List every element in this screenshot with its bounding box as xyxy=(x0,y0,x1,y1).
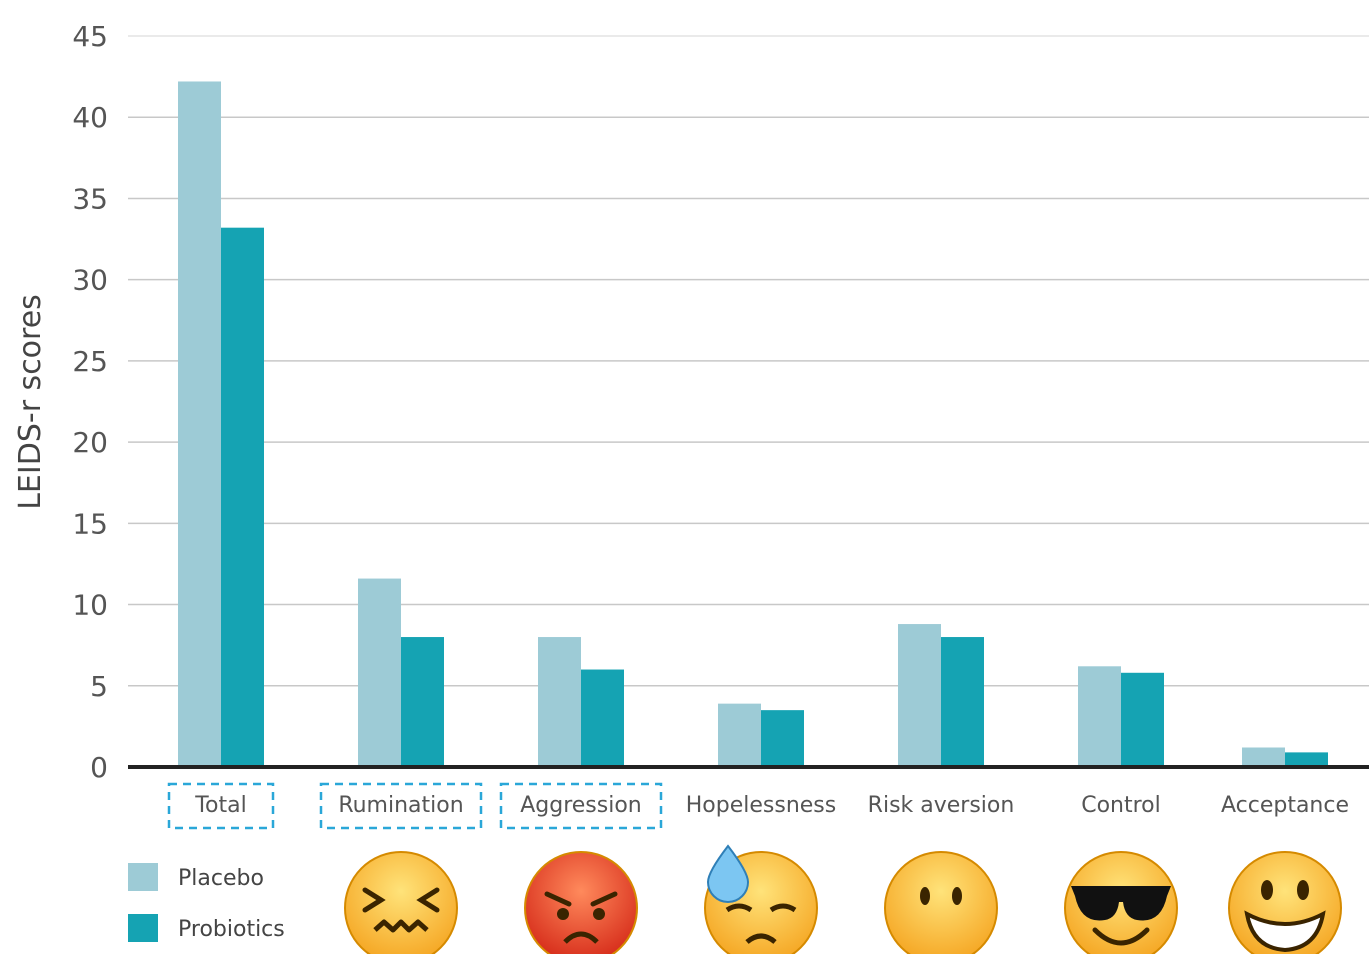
bar-probiotics-rumination xyxy=(401,637,444,767)
y-axis-ticks: 0 5 10 15 20 25 30 35 40 45 xyxy=(72,20,108,784)
y-tick-label: 40 xyxy=(72,101,108,134)
y-tick-label: 25 xyxy=(72,345,108,378)
bar-probiotics-aggression xyxy=(581,669,624,767)
y-tick-label: 5 xyxy=(90,670,108,703)
bar-probiotics-control xyxy=(1121,672,1164,767)
bar-probiotics-risk-aversion xyxy=(941,637,984,767)
highlight-box xyxy=(499,782,663,830)
y-tick-label: 30 xyxy=(72,264,108,297)
confounded-face-icon xyxy=(344,851,458,954)
category-label: Control xyxy=(1081,793,1161,818)
bar-placebo-hopelessness xyxy=(718,703,761,767)
legend-swatch xyxy=(128,863,158,891)
downcast-face-with-sweat-icon xyxy=(704,844,818,954)
y-tick-label: 10 xyxy=(72,589,108,622)
bar-placebo-acceptance xyxy=(1242,747,1285,767)
category-label: Hopelessness xyxy=(686,793,836,818)
bar-probiotics-total xyxy=(221,227,264,767)
smiling-face-with-sunglasses-icon xyxy=(1064,851,1178,954)
y-tick-label: 15 xyxy=(72,507,108,540)
bar-probiotics-acceptance xyxy=(1285,752,1328,767)
bar-placebo-rumination xyxy=(358,578,401,767)
legend-label: Placebo xyxy=(178,866,264,891)
y-tick-label: 20 xyxy=(72,426,108,459)
y-tick-label: 45 xyxy=(72,20,108,53)
y-tick-label: 35 xyxy=(72,182,108,215)
face-without-mouth-icon xyxy=(884,851,998,954)
gridlines xyxy=(128,35,1369,687)
bar-placebo-risk-aversion xyxy=(898,624,941,767)
emoji-row xyxy=(344,844,1342,954)
bar-placebo-control xyxy=(1078,666,1121,767)
y-axis-label: LEIDS-r scores xyxy=(13,294,48,510)
bars xyxy=(178,81,1328,768)
highlight-box xyxy=(319,782,483,830)
legend: Placebo Probiotics xyxy=(128,863,285,942)
y-tick-label: 0 xyxy=(90,751,108,784)
category-labels: Total Rumination Aggression Hopelessness Ris… xyxy=(167,782,1349,830)
highlight-box xyxy=(167,782,275,830)
grinning-face-icon xyxy=(1228,851,1342,954)
category-label: Aggression xyxy=(520,793,642,818)
bar-placebo-aggression xyxy=(538,637,581,767)
category-label: Risk aversion xyxy=(868,793,1015,818)
category-label: Acceptance xyxy=(1221,793,1349,818)
legend-label: Probiotics xyxy=(178,917,285,942)
bar-placebo-total xyxy=(178,81,221,768)
category-label: Rumination xyxy=(338,793,463,818)
legend-swatch xyxy=(128,914,158,942)
category-label: Total xyxy=(194,793,246,818)
angry-face-icon xyxy=(524,851,638,954)
bar-probiotics-hopelessness xyxy=(761,710,804,767)
